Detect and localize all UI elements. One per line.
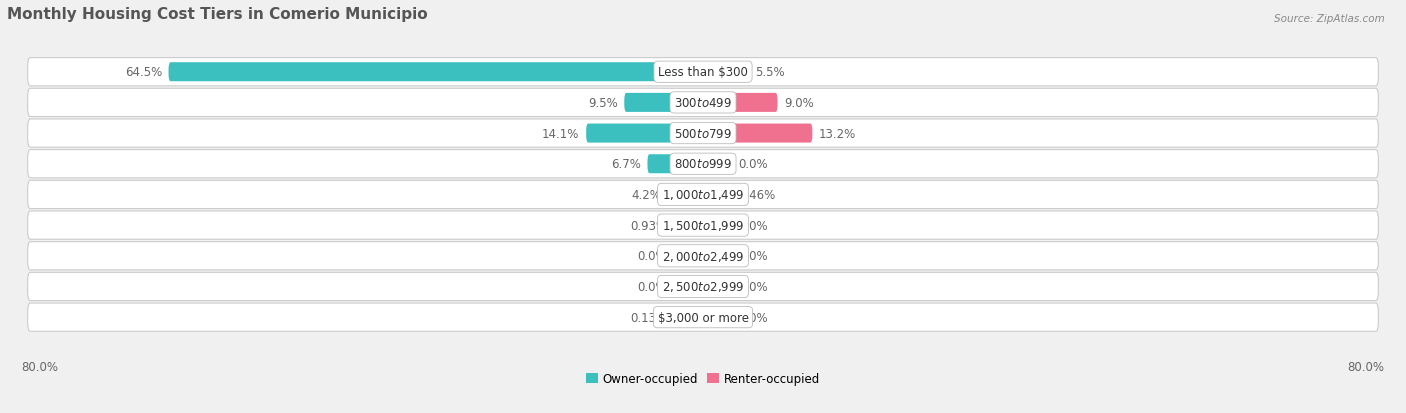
Text: 0.0%: 0.0% [638,280,668,293]
FancyBboxPatch shape [28,303,1378,332]
Text: 0.0%: 0.0% [638,250,668,263]
FancyBboxPatch shape [28,89,1378,117]
FancyBboxPatch shape [703,308,733,327]
Text: $800 to $999: $800 to $999 [673,158,733,171]
Text: 0.13%: 0.13% [630,311,668,324]
Text: 0.0%: 0.0% [738,158,768,171]
Text: $1,500 to $1,999: $1,500 to $1,999 [662,218,744,233]
Legend: Owner-occupied, Renter-occupied: Owner-occupied, Renter-occupied [581,368,825,390]
Text: 9.0%: 9.0% [785,97,814,109]
Text: $1,000 to $1,499: $1,000 to $1,499 [662,188,744,202]
Text: 6.7%: 6.7% [612,158,641,171]
Text: 0.93%: 0.93% [630,219,668,232]
FancyBboxPatch shape [169,63,703,82]
FancyBboxPatch shape [673,277,703,296]
FancyBboxPatch shape [668,185,703,204]
Text: 14.1%: 14.1% [543,127,579,140]
Text: 0.0%: 0.0% [738,219,768,232]
FancyBboxPatch shape [28,150,1378,178]
FancyBboxPatch shape [703,277,733,296]
FancyBboxPatch shape [586,124,703,143]
Text: Less than $300: Less than $300 [658,66,748,79]
Text: $2,500 to $2,999: $2,500 to $2,999 [662,280,744,294]
FancyBboxPatch shape [28,120,1378,148]
FancyBboxPatch shape [648,155,703,174]
FancyBboxPatch shape [28,59,1378,87]
FancyBboxPatch shape [673,247,703,266]
FancyBboxPatch shape [624,94,703,113]
FancyBboxPatch shape [28,242,1378,270]
FancyBboxPatch shape [703,155,733,174]
Text: $500 to $799: $500 to $799 [673,127,733,140]
FancyBboxPatch shape [703,124,813,143]
Text: 0.0%: 0.0% [738,280,768,293]
FancyBboxPatch shape [703,216,733,235]
Text: $2,000 to $2,499: $2,000 to $2,499 [662,249,744,263]
FancyBboxPatch shape [28,181,1378,209]
Text: 64.5%: 64.5% [125,66,162,79]
Text: 13.2%: 13.2% [820,127,856,140]
Text: 0.0%: 0.0% [738,311,768,324]
FancyBboxPatch shape [28,273,1378,301]
Text: Source: ZipAtlas.com: Source: ZipAtlas.com [1274,14,1385,24]
FancyBboxPatch shape [703,247,733,266]
Text: 0.46%: 0.46% [738,188,776,202]
Text: 9.5%: 9.5% [588,97,617,109]
FancyBboxPatch shape [673,216,703,235]
Text: $3,000 or more: $3,000 or more [658,311,748,324]
FancyBboxPatch shape [703,185,733,204]
Text: 4.2%: 4.2% [631,188,662,202]
Text: Monthly Housing Cost Tiers in Comerio Municipio: Monthly Housing Cost Tiers in Comerio Mu… [7,7,427,22]
FancyBboxPatch shape [673,308,703,327]
FancyBboxPatch shape [703,94,778,113]
Text: 5.5%: 5.5% [755,66,785,79]
FancyBboxPatch shape [28,211,1378,240]
Text: $300 to $499: $300 to $499 [673,97,733,109]
Text: 0.0%: 0.0% [738,250,768,263]
FancyBboxPatch shape [703,63,748,82]
